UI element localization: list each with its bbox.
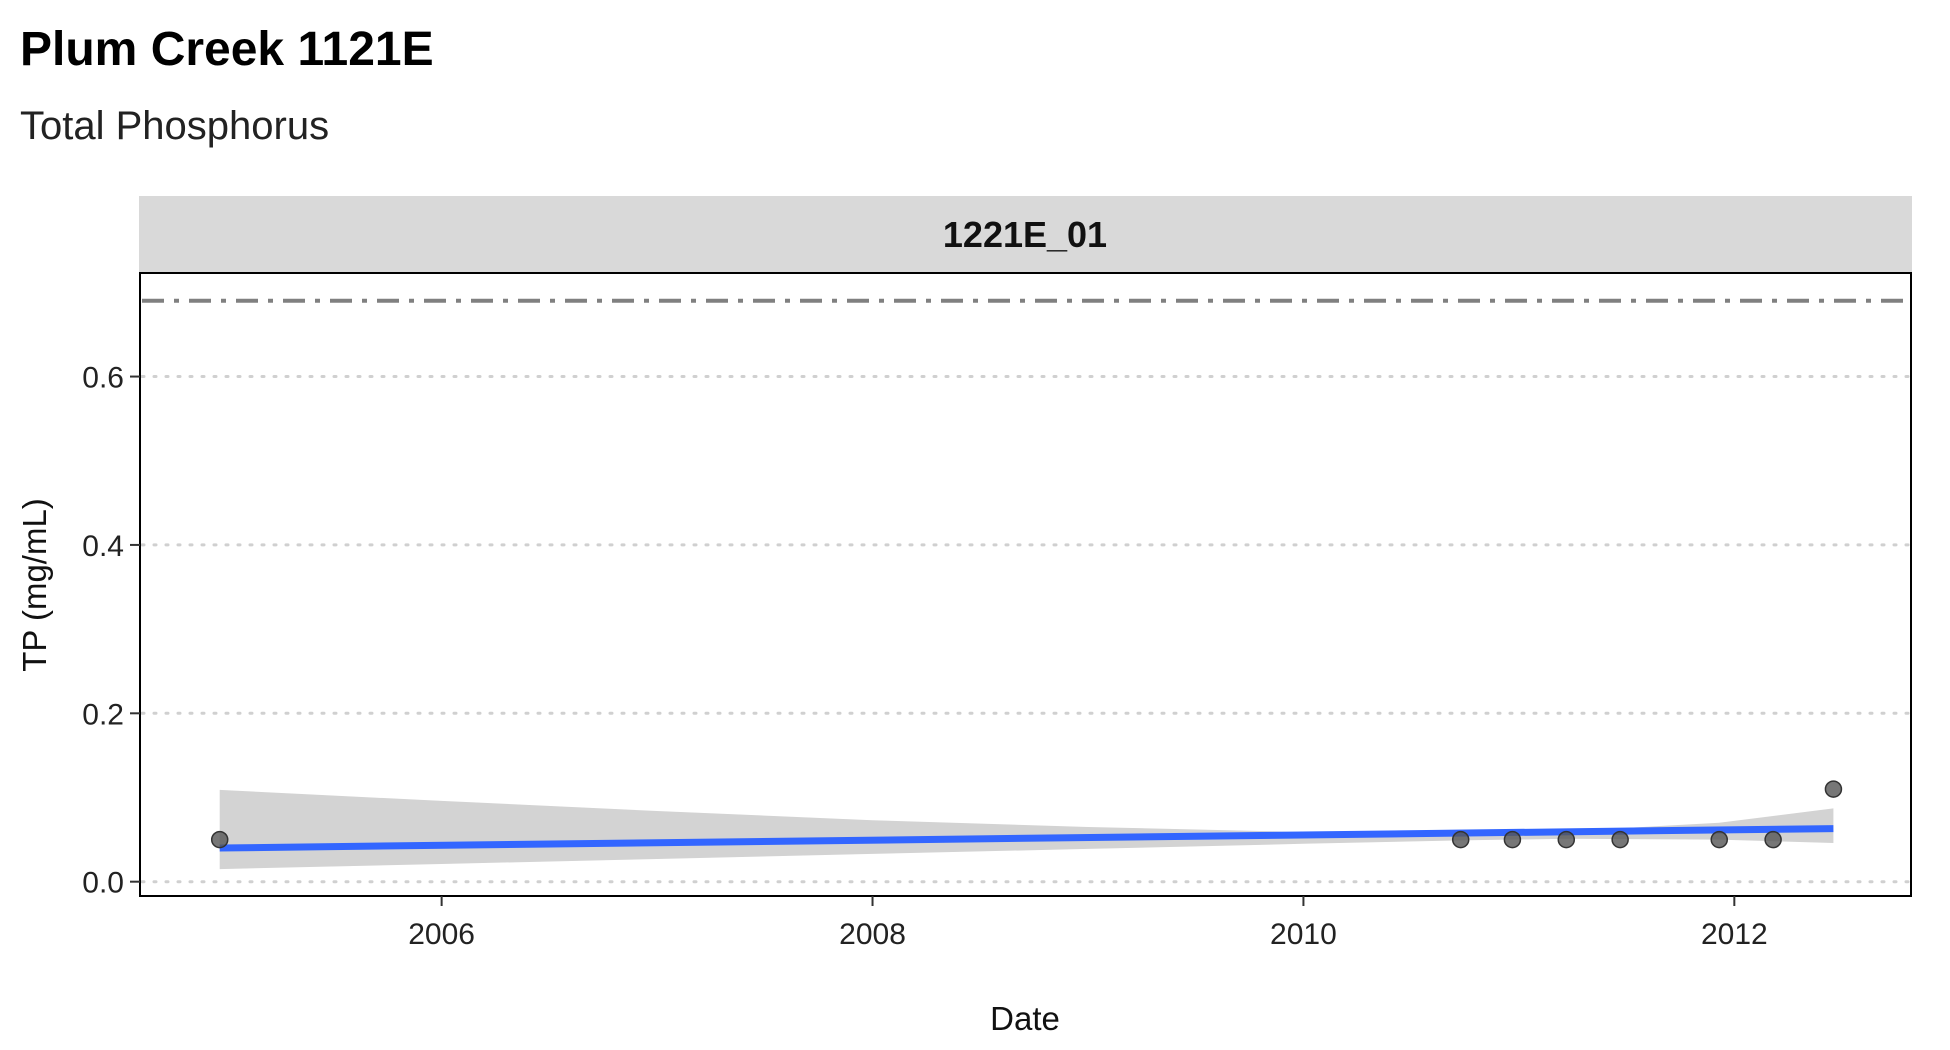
data-point-6 bbox=[1764, 830, 1782, 849]
data-point-5 bbox=[1710, 830, 1728, 849]
x-tick-label-2: 2010 bbox=[1270, 918, 1337, 951]
x-tick-label-1: 2008 bbox=[839, 918, 906, 951]
y-tick-label-2: 0.4 bbox=[82, 530, 124, 563]
points-layer bbox=[210, 780, 1843, 849]
y-tick-label-1: 0.2 bbox=[82, 698, 124, 731]
confidence-band bbox=[219, 789, 1834, 870]
plot-panel-border bbox=[139, 272, 1912, 897]
facet-strip bbox=[139, 196, 1912, 273]
chart-subtitle: Total Phosphorus bbox=[20, 104, 330, 148]
x-tick-label-0: 2006 bbox=[408, 918, 475, 951]
confidence-band-layer bbox=[219, 789, 1834, 870]
y-axis-title: TP (mg/mL) bbox=[16, 498, 53, 672]
data-point-2 bbox=[1503, 830, 1522, 849]
data-point-1 bbox=[1451, 830, 1470, 849]
data-point-3 bbox=[1557, 830, 1576, 849]
x-axis-title: Date bbox=[990, 1000, 1060, 1037]
x-tick-label-3: 2012 bbox=[1701, 918, 1768, 951]
y-axis: 0.0 0.2 0.4 0.6 bbox=[82, 362, 140, 900]
y-tick-label-0: 0.0 bbox=[82, 867, 124, 900]
chart-title: Plum Creek 1121E bbox=[20, 23, 434, 76]
x-axis: 2006 2008 2010 2012 bbox=[408, 896, 1768, 951]
facet-label: 1221E_01 bbox=[943, 214, 1107, 255]
data-point-7 bbox=[1824, 780, 1843, 798]
data-point-0 bbox=[210, 830, 229, 849]
data-point-4 bbox=[1611, 830, 1629, 849]
y-tick-label-3: 0.6 bbox=[82, 362, 124, 395]
